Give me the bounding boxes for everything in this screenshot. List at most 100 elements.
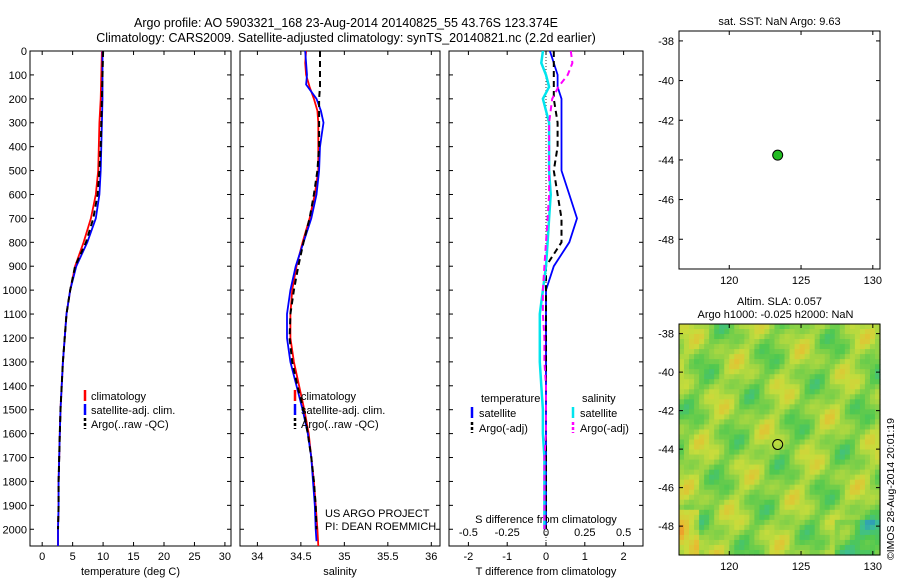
heatmap-cell xyxy=(744,409,750,415)
heatmap-cell xyxy=(844,424,851,431)
heatmap-cell xyxy=(684,364,690,370)
heatmap-cell xyxy=(844,329,851,335)
heatmap-cell xyxy=(819,379,826,385)
heatmap-cell xyxy=(729,514,735,521)
heatmap-cell xyxy=(749,329,755,335)
heatmap-cell xyxy=(859,359,866,365)
heatmap-cell xyxy=(759,429,766,436)
heatmap-cell xyxy=(814,389,821,395)
heatmap-cell xyxy=(769,349,776,355)
heatmap-cell xyxy=(864,534,871,541)
heatmap-cell xyxy=(874,334,881,340)
heatmap-cell xyxy=(859,324,866,330)
heatmap-cell xyxy=(864,444,871,451)
heatmap-cell xyxy=(869,529,876,536)
heatmap-cell xyxy=(834,419,841,426)
heatmap-cell xyxy=(814,369,821,375)
heatmap-cell xyxy=(684,504,690,511)
heatmap-cell xyxy=(734,374,740,380)
heatmap-cell xyxy=(789,544,796,551)
heatmap-cell xyxy=(749,364,755,370)
heatmap-cell xyxy=(864,409,871,415)
heatmap-cell xyxy=(834,379,841,385)
heatmap-cell xyxy=(774,324,781,330)
heatmap-cell xyxy=(734,379,740,385)
heatmap-cell xyxy=(749,394,755,400)
heatmap-cell xyxy=(829,414,836,421)
heatmap-cell xyxy=(724,529,730,536)
heatmap-cell xyxy=(824,354,831,360)
heatmap-cell xyxy=(699,339,705,345)
heatmap-cell xyxy=(709,499,715,506)
heatmap-cell xyxy=(769,324,776,330)
heatmap-cell xyxy=(869,379,876,385)
heatmap-cell xyxy=(844,544,851,551)
heatmap-cell xyxy=(739,514,745,521)
heatmap-cell xyxy=(874,459,881,466)
heatmap-cell xyxy=(684,429,690,436)
heatmap-cell xyxy=(684,334,690,340)
heatmap-cell xyxy=(804,499,811,506)
heatmap-cell xyxy=(829,514,836,521)
heatmap-cell xyxy=(779,389,786,395)
y-tick-label: -48 xyxy=(658,521,674,533)
heatmap-cell xyxy=(864,469,871,476)
heatmap-cell xyxy=(769,419,776,426)
heatmap-cell xyxy=(849,344,856,350)
heatmap-cell xyxy=(729,534,735,541)
heatmap-cell xyxy=(724,459,730,466)
heatmap-cell xyxy=(859,414,866,421)
heatmap-cell xyxy=(804,514,811,521)
legend-label: climatology xyxy=(301,391,357,403)
heatmap-cell xyxy=(789,344,796,350)
heatmap-cell xyxy=(709,464,715,471)
heatmap-cell xyxy=(699,414,705,421)
heatmap-cell xyxy=(809,539,816,546)
heatmap-cell xyxy=(749,339,755,345)
heatmap-cell xyxy=(794,379,801,385)
heatmap-cell xyxy=(759,444,766,451)
heatmap-cell xyxy=(749,324,755,330)
heatmap-cell xyxy=(739,344,745,350)
heatmap-cell xyxy=(779,384,786,390)
heatmap-cell xyxy=(729,414,735,421)
heatmap-cell xyxy=(714,374,720,380)
heatmap-cell xyxy=(849,439,856,446)
heatmap-cell xyxy=(784,484,791,491)
heatmap-cell xyxy=(789,414,796,421)
heatmap-cell xyxy=(759,339,766,345)
series-line-salinity-argo-adj- xyxy=(541,50,574,530)
heatmap-cell xyxy=(809,519,816,526)
heatmap-cell xyxy=(764,549,771,556)
heatmap-cell xyxy=(804,534,811,541)
heatmap-cell xyxy=(784,389,791,395)
heatmap-cell xyxy=(794,364,801,370)
heatmap-cell xyxy=(744,509,750,516)
heatmap-cell xyxy=(749,494,755,501)
heatmap-cell xyxy=(824,469,831,476)
heatmap-cell xyxy=(854,509,861,516)
heatmap-cell xyxy=(849,409,856,415)
heatmap-cell xyxy=(714,409,720,415)
heatmap-cell xyxy=(714,474,720,481)
heatmap-cell xyxy=(789,519,796,526)
y-tick-label: -38 xyxy=(658,329,674,341)
heatmap-cell xyxy=(809,484,816,491)
heatmap-cell xyxy=(779,334,786,340)
heatmap-cell xyxy=(709,429,715,436)
heatmap-cell xyxy=(739,519,745,526)
heatmap-cell xyxy=(684,449,690,456)
heatmap-cell xyxy=(739,429,745,436)
heatmap-cell xyxy=(754,524,761,531)
heatmap-cell xyxy=(759,379,766,385)
title-line1: Argo profile: AO 5903321_168 23-Aug-2014… xyxy=(134,16,558,30)
heatmap-cell xyxy=(799,549,806,556)
heatmap-cell xyxy=(699,329,705,335)
heatmap-cell xyxy=(819,384,826,390)
heatmap-cell xyxy=(874,399,881,405)
heatmap-cell xyxy=(839,504,846,511)
heatmap-cell xyxy=(754,529,761,536)
heatmap-cell xyxy=(834,549,841,556)
heatmap-cell xyxy=(739,339,745,345)
heatmap-cell xyxy=(804,494,811,501)
